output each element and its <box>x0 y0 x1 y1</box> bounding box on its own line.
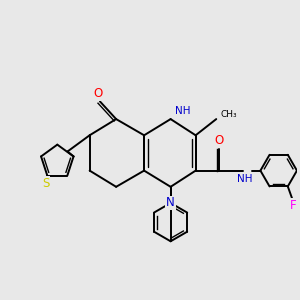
Text: N: N <box>166 196 175 209</box>
Text: NH: NH <box>237 174 253 184</box>
Text: F: F <box>290 199 296 212</box>
Text: NH: NH <box>175 106 191 116</box>
Text: CH₃: CH₃ <box>220 110 237 119</box>
Text: O: O <box>93 87 102 100</box>
Text: O: O <box>214 134 224 147</box>
Text: S: S <box>42 177 50 190</box>
